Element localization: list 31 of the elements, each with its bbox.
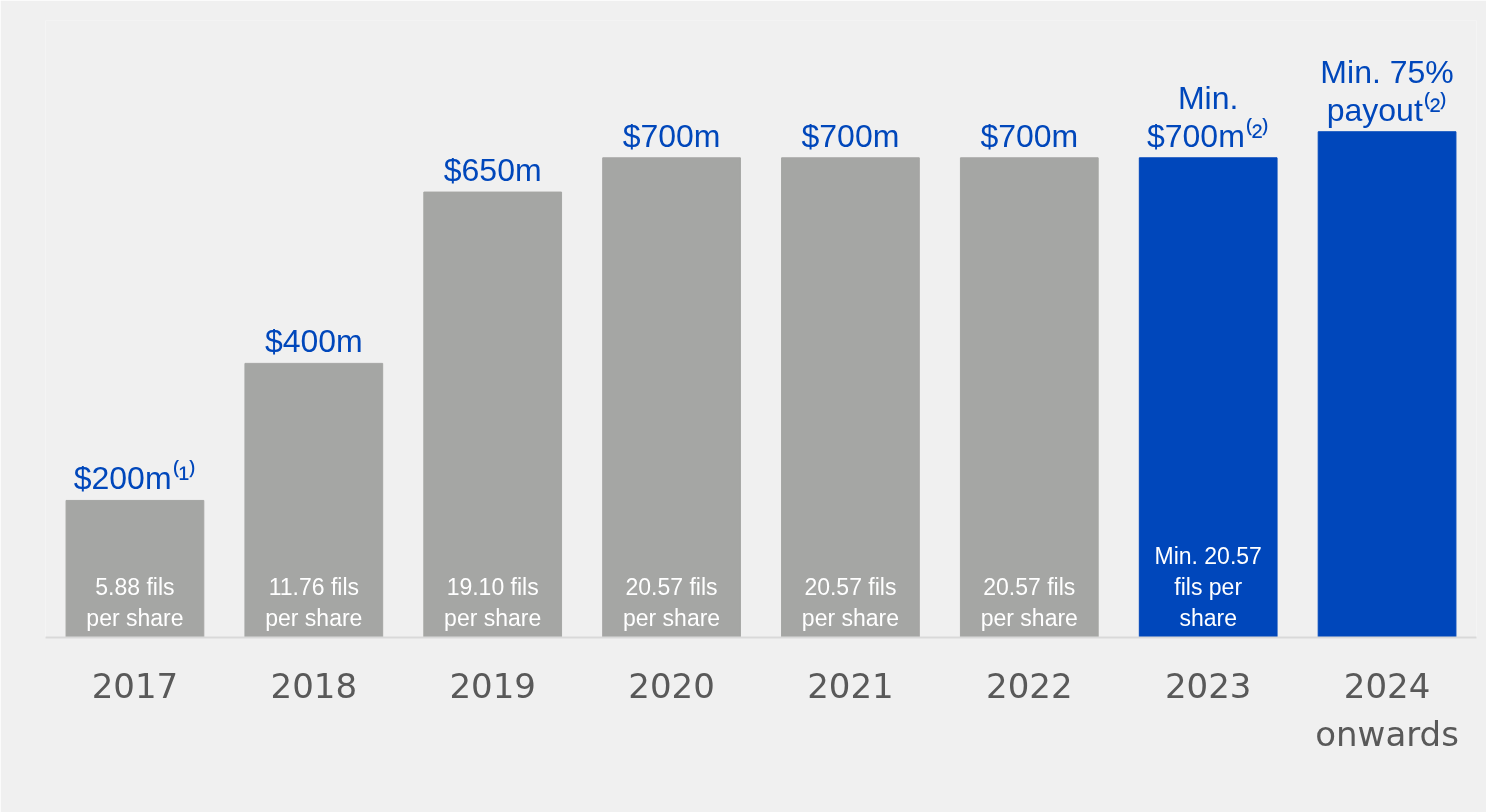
- annotation: 20.57 fils per share: [622, 574, 721, 632]
- data-label: $700m: [980, 117, 1079, 154]
- data-label: $700m: [801, 117, 900, 154]
- data-label: $200m⁽¹⁾: [73, 459, 197, 497]
- bar: [781, 157, 920, 638]
- text: Min. 75% payout⁽²⁾: [1320, 53, 1454, 128]
- bar: [1317, 131, 1457, 638]
- data-label: $400m: [264, 323, 363, 360]
- bar: [602, 157, 741, 638]
- data-label: $650m: [443, 152, 542, 189]
- annotation: 11.76 fils per share: [265, 574, 363, 632]
- x-tick-label: 2017: [91, 665, 179, 706]
- bar: [65, 499, 205, 638]
- x-tick-label: 2023: [1164, 665, 1252, 706]
- bar: [423, 191, 563, 638]
- data-label: Min. $700m⁽²⁾: [1146, 80, 1270, 154]
- x-tick-label: 2019: [449, 665, 536, 706]
- annotation: 5.88 fils per share: [86, 574, 184, 632]
- x-tick-label: 2024 onwards: [1315, 665, 1459, 754]
- annotation: 19.10 fils per share: [444, 574, 542, 632]
- x-tick-label: 2020: [628, 665, 715, 706]
- data-label: $700m: [622, 117, 721, 154]
- x-tick-label: 2022: [986, 665, 1073, 706]
- x-tick-label: 2018: [270, 665, 358, 706]
- annotation: 20.57 fils per share: [980, 574, 1078, 632]
- annotation: Min. 20.57 fils per share: [1154, 543, 1262, 632]
- bar: [1138, 157, 1278, 638]
- bar: [959, 157, 1099, 638]
- bar: [244, 362, 384, 638]
- x-tick-label: 2021: [807, 665, 894, 706]
- annotation: 20.57 fils per share: [801, 574, 900, 632]
